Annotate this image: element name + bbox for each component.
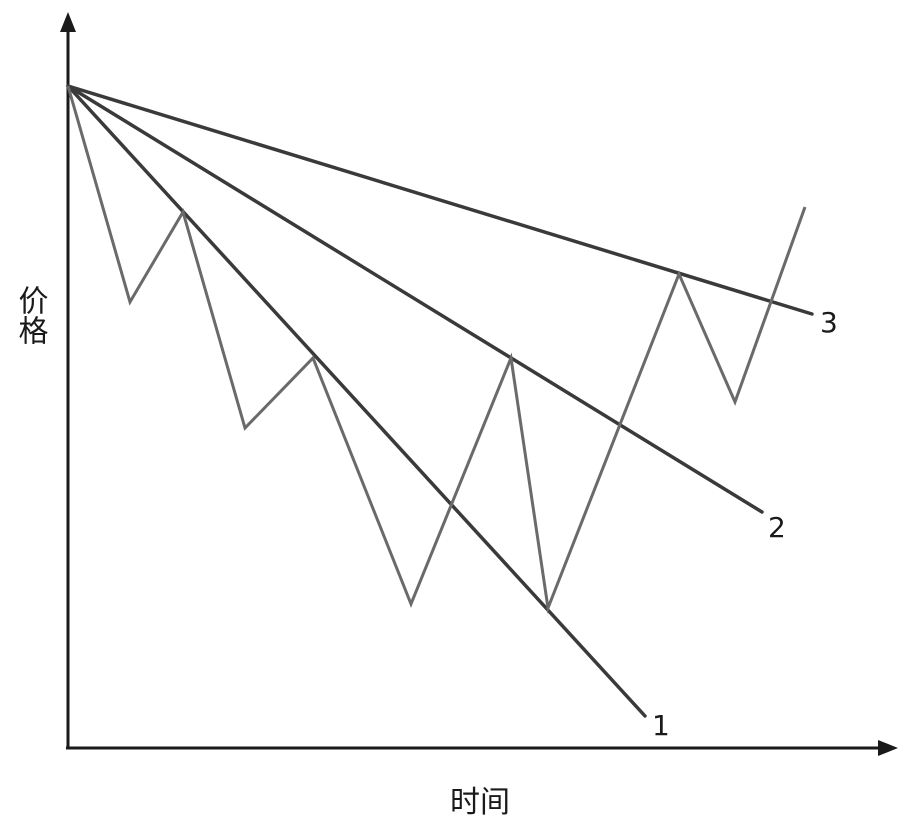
trend-line-2 bbox=[66, 84, 764, 514]
price-path bbox=[66, 85, 807, 614]
y-axis-label: 价格 bbox=[13, 285, 49, 345]
trend-line-1 bbox=[66, 84, 647, 718]
trend-line-1-label: 1 bbox=[652, 709, 670, 742]
x-axis-arrow-icon bbox=[878, 740, 898, 756]
x-axis-label: 时间 bbox=[450, 785, 510, 820]
trend-line-2-label: 2 bbox=[768, 511, 786, 544]
trend-line-3-label: 3 bbox=[820, 306, 838, 339]
y-axis-arrow-icon bbox=[60, 12, 76, 32]
trend-line-3 bbox=[66, 84, 814, 316]
